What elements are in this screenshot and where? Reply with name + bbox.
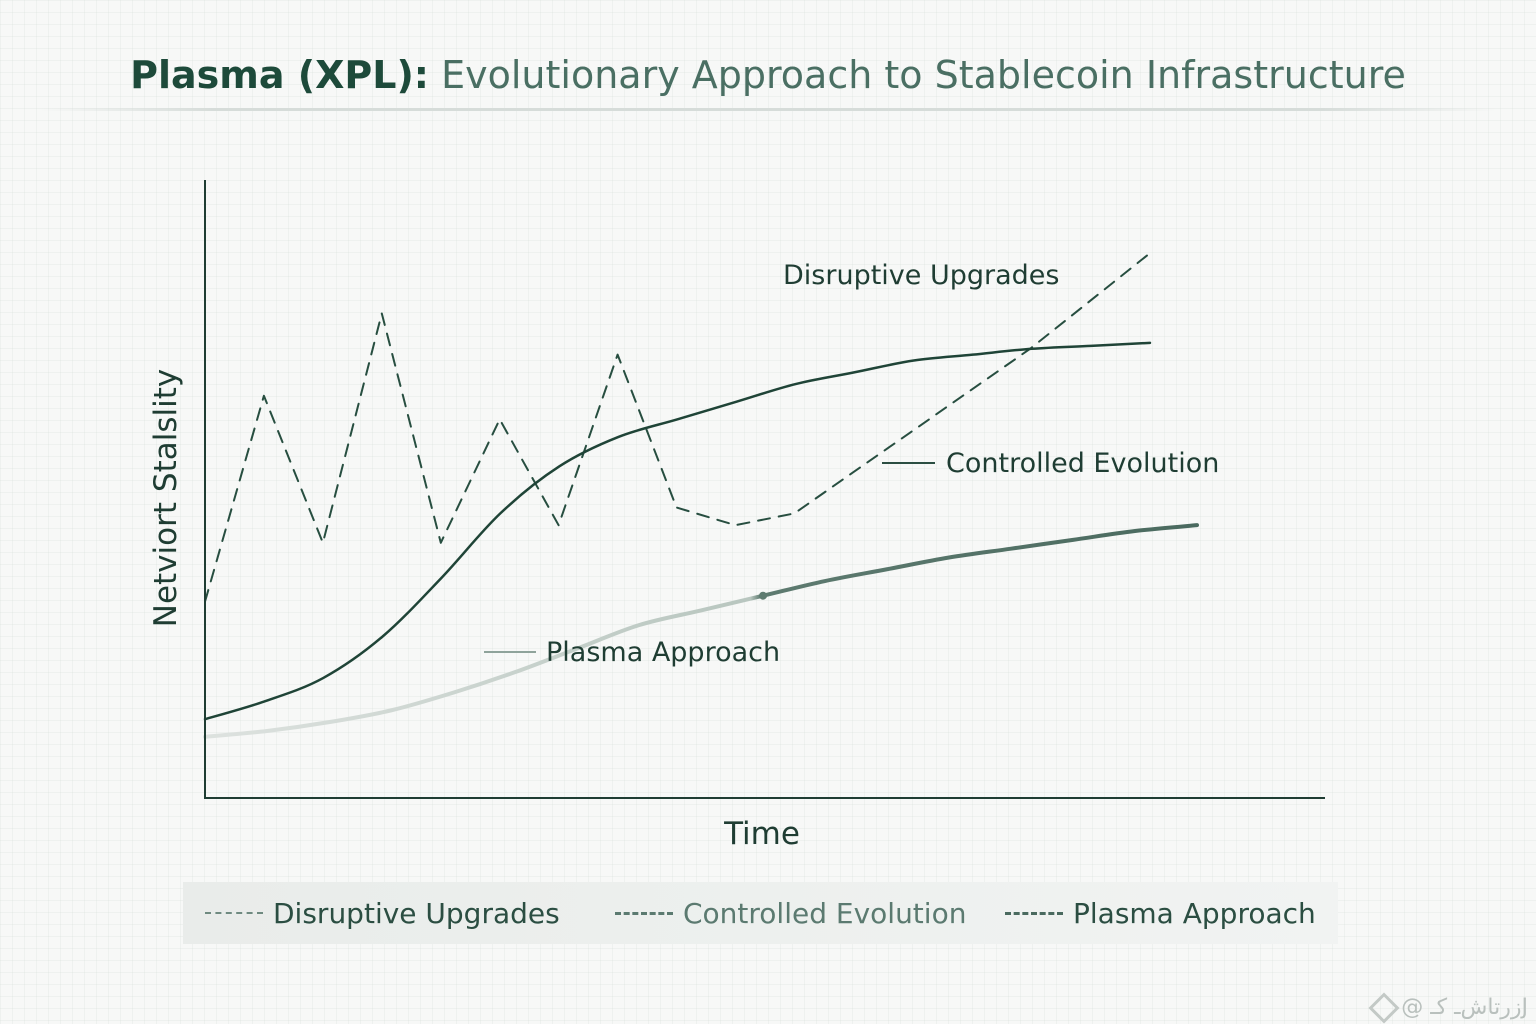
legend-item-controlled-evolution: Controlled Evolution [615, 882, 966, 944]
legend-label-plasma-approach: Plasma Approach [1073, 896, 1316, 930]
watermark-text: @ زرتاش‌ـ کـJ [1401, 995, 1528, 1020]
annotation-layer: Disruptive Upgrades Controlled Evolution P… [484, 260, 1219, 668]
x-axis-label: Time [723, 816, 800, 852]
annotation-disruptive-upgrades: Disruptive Upgrades [783, 260, 1059, 291]
series-line-disruptive-upgrades [204, 253, 1149, 603]
series-layer [203, 253, 1199, 739]
legend-item-disruptive-upgrades: Disruptive Upgrades [205, 882, 560, 944]
series-line-plasma-approach [203, 523, 1199, 739]
chart-title: Plasma (XPL): Evolutionary Approach to S… [0, 50, 1536, 100]
legend-item-plasma-approach: Plasma Approach [1005, 882, 1316, 944]
watermark: @ زرتاش‌ـ کـJ [1368, 991, 1528, 1024]
legend-label-disruptive-upgrades: Disruptive Upgrades [273, 896, 560, 930]
legend-swatch-plasma-approach [1005, 911, 1063, 915]
legend-swatch-controlled-evolution [615, 911, 673, 915]
plasma-approach-marker [759, 591, 767, 600]
series-line-controlled-evolution [203, 341, 1152, 721]
title-divider [40, 108, 1496, 111]
y-axis-label: Netviort Stalslity [148, 369, 184, 627]
chart-title-rest: Evolutionary Approach to Stablecoin Infr… [441, 53, 1406, 97]
legend-label-controlled-evolution: Controlled Evolution [683, 896, 967, 930]
annotation-controlled-evolution: Controlled Evolution [946, 448, 1219, 479]
chart-title-strong: Plasma (XPL): [130, 53, 430, 97]
annotation-plasma-approach: Plasma Approach [546, 637, 780, 668]
watermark-logo-icon [1368, 991, 1400, 1024]
legend: Disruptive Upgrades Controlled Evolution… [183, 882, 1338, 944]
legend-swatch-disruptive-upgrades [205, 912, 263, 914]
